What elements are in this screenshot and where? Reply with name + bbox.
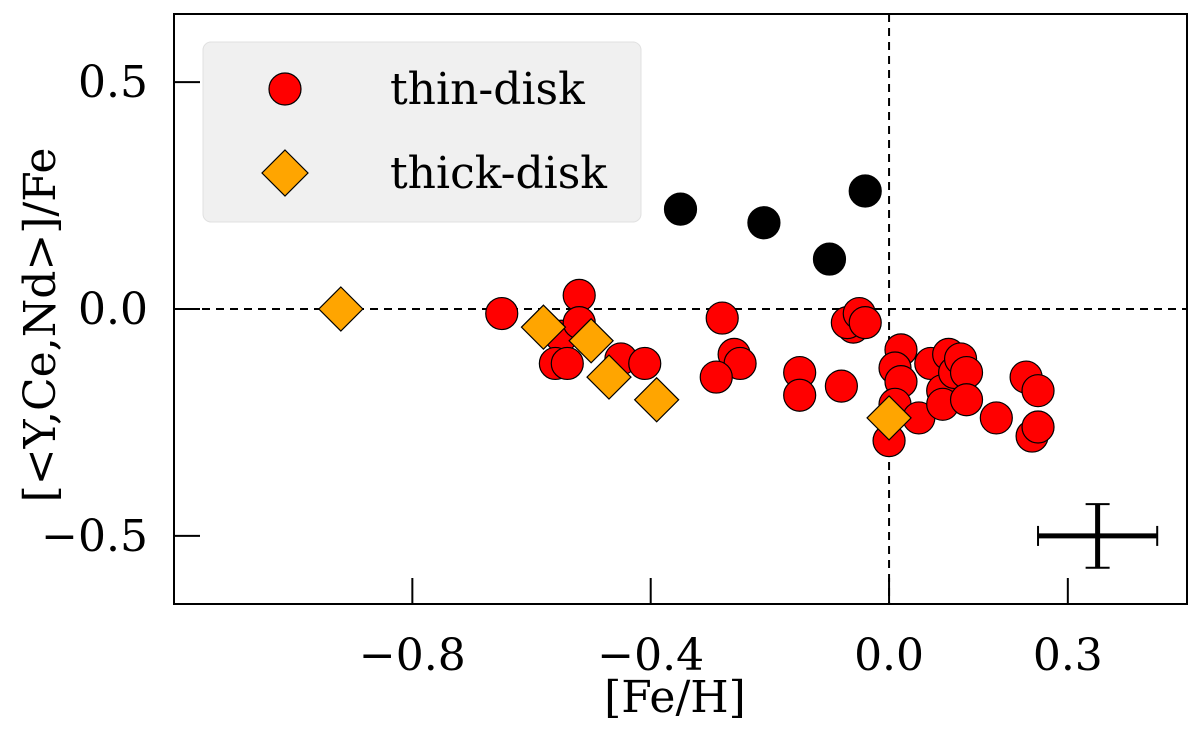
thick-disk-point xyxy=(568,317,614,364)
unlabeled-point xyxy=(663,192,698,226)
unlabeled-point xyxy=(812,242,847,276)
y-axis-label: [<Y,Ce,Nd>]/Fe xyxy=(15,148,66,503)
data-points xyxy=(317,174,1055,458)
legend: thin-disk thick-disk xyxy=(202,41,642,223)
thin-disk-point xyxy=(1021,410,1055,444)
thick-disk-point xyxy=(586,354,632,400)
thin-disk-point xyxy=(705,301,739,335)
x-tick-label: −0.8 xyxy=(359,630,466,681)
thin-disk-point xyxy=(783,378,817,412)
thick-disk-point xyxy=(317,286,364,332)
thick-disk-point xyxy=(866,395,912,441)
thin-disk-point xyxy=(628,346,662,381)
legend-label-thin-disk: thin-disk xyxy=(390,64,585,115)
thin-disk-point xyxy=(848,306,882,340)
thin-disk-point xyxy=(949,383,984,417)
legend-label-thick-disk: thick-disk xyxy=(390,148,607,199)
unlabeled-point xyxy=(747,206,781,240)
thick-disk-point xyxy=(520,304,567,351)
x-tick-label: 0.0 xyxy=(854,630,924,681)
legend-box xyxy=(202,41,642,223)
legend-marker-thin-disk xyxy=(268,72,302,106)
y-tick-label: 0.0 xyxy=(78,284,148,335)
legend-marker-thick-disk xyxy=(261,149,309,197)
unlabeled-point xyxy=(848,174,882,208)
thin-disk-point xyxy=(485,296,519,331)
y-tick-label: −0.5 xyxy=(41,511,148,562)
thin-disk-point xyxy=(550,346,584,381)
thin-disk-point xyxy=(699,360,733,394)
error-bar xyxy=(1037,503,1159,569)
y-axis-ticks: 0.5 0.0 −0.5 xyxy=(41,57,200,562)
x-tick-label: −0.4 xyxy=(597,630,704,681)
x-tick-label: 0.3 xyxy=(1033,630,1103,681)
thick-disk-point xyxy=(633,376,680,423)
thin-disk-point xyxy=(824,369,858,403)
x-axis-ticks: −0.8 −0.4 0.0 0.3 xyxy=(359,578,1103,681)
thin-disk-point xyxy=(979,401,1013,435)
x-axis-label: [Fe/H] xyxy=(604,672,746,723)
y-tick-label: 0.5 xyxy=(78,57,148,108)
thin-disk-point xyxy=(1021,374,1055,408)
